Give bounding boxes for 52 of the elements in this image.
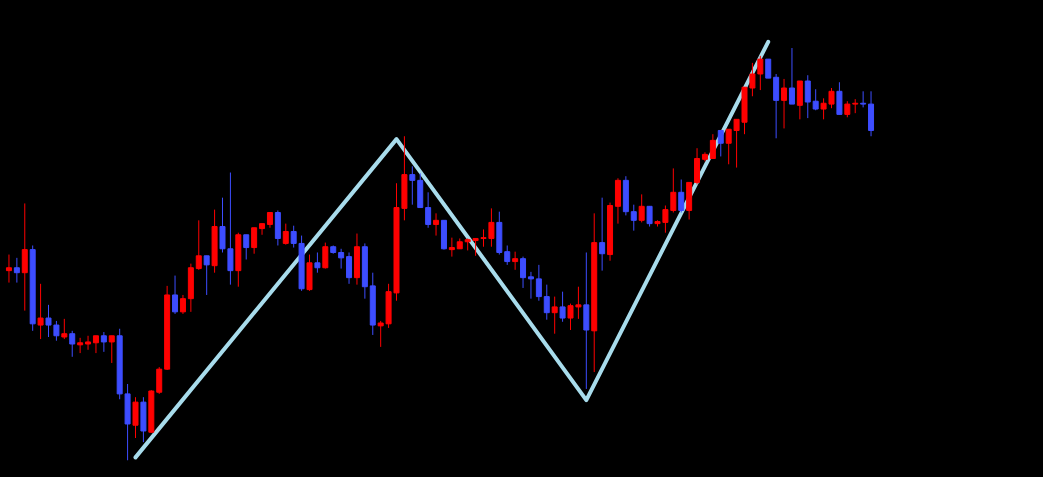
candlestick <box>425 191 432 229</box>
candlestick <box>559 291 566 323</box>
candlestick <box>61 318 68 340</box>
candlestick <box>409 165 416 206</box>
candlestick <box>13 257 20 284</box>
candlestick <box>599 197 606 272</box>
candlestick <box>156 366 163 395</box>
candlestick <box>346 252 353 285</box>
candlestick <box>788 47 795 105</box>
candlestick <box>172 275 179 315</box>
candlestick <box>773 73 780 139</box>
candlestick <box>709 133 716 160</box>
candlestick <box>717 129 724 157</box>
candlestick <box>638 193 645 223</box>
candlestick <box>433 212 440 237</box>
candlestick <box>512 251 519 271</box>
candlestick <box>520 256 527 289</box>
candlestick <box>322 242 329 270</box>
candlestick <box>77 337 84 354</box>
candlestick <box>804 74 811 119</box>
candlestick <box>543 284 550 321</box>
candlestick <box>448 237 455 258</box>
candlestick <box>203 255 210 296</box>
candlestick <box>694 147 701 185</box>
candlestick <box>37 283 44 340</box>
candlestick <box>5 254 12 284</box>
candlestick <box>251 227 258 255</box>
candlestick <box>21 202 28 312</box>
candlestick <box>108 335 115 364</box>
candlestick <box>338 248 345 270</box>
candlestick <box>678 179 685 214</box>
candlestick <box>781 78 788 129</box>
candlestick <box>314 252 321 274</box>
candlestick <box>646 205 653 228</box>
candlestick <box>765 58 772 79</box>
candlestick <box>69 330 76 358</box>
candlestick <box>630 204 637 232</box>
candlestick <box>195 219 202 271</box>
candlestick <box>92 335 99 354</box>
candlestick <box>836 81 843 115</box>
candlestick <box>282 223 289 246</box>
candlestick <box>504 244 511 266</box>
candlestick <box>243 234 250 260</box>
candlestick <box>535 264 542 302</box>
candlestick <box>132 396 139 439</box>
candlestick <box>100 331 107 353</box>
candlestick <box>179 294 186 315</box>
candlestick <box>551 296 558 335</box>
candlestick <box>860 90 867 108</box>
candlestick <box>85 335 92 351</box>
candlestick <box>259 223 266 236</box>
candlestick <box>527 271 534 300</box>
